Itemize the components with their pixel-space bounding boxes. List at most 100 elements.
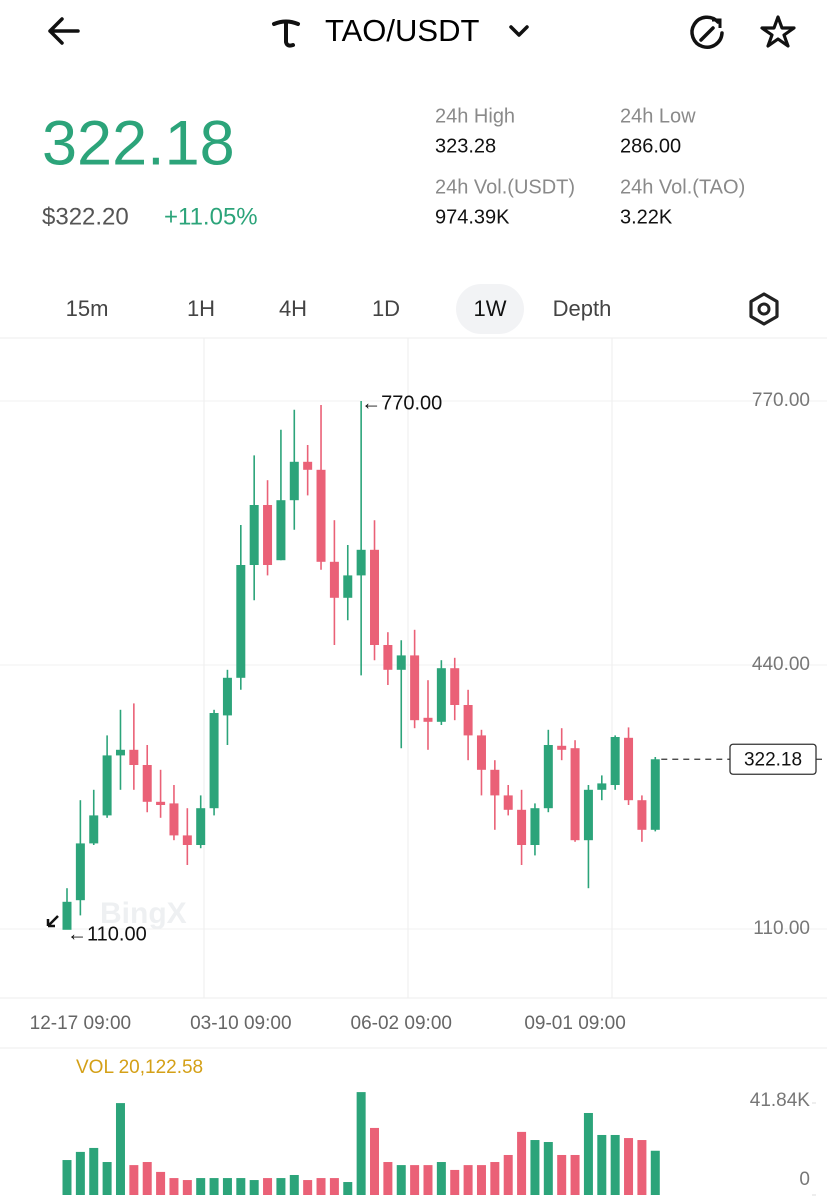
volume-bar [543,1142,553,1195]
candle-body [303,461,313,470]
candle-body [463,705,473,736]
tab[interactable]: 1D [372,296,400,321]
candle-body [396,655,406,670]
pair-dropdown[interactable] [509,25,529,37]
price-change: +11.05% [164,203,258,230]
stat-label: 24h Low [620,105,696,127]
volume-bar [289,1174,299,1195]
last-price: 322.18 [42,109,235,179]
candle-body [583,789,593,841]
volume-bar [276,1178,286,1195]
refresh-button[interactable] [690,15,724,49]
volume-bar [169,1178,179,1195]
candle-body [557,745,567,750]
volume-bar [236,1178,246,1195]
y-tick-label: 110.00 [753,918,810,939]
x-tick-label: 03-10 09:00 [190,1013,291,1034]
volume-bar [423,1165,433,1195]
candle-body [263,505,273,565]
stat-value: 286.00 [620,135,681,157]
active-tab-bg[interactable] [456,284,524,334]
volume-bar [329,1178,339,1195]
volume-tick-label: 41.84K [750,1090,811,1111]
candle-body [356,549,366,576]
volume-bar [610,1134,620,1195]
expand-icon[interactable] [46,915,59,928]
pair-title[interactable]: TAO/USDT [325,13,479,48]
volume-bar [463,1165,473,1195]
x-tick-label: 09-01 09:00 [524,1013,625,1034]
volume-bar [490,1162,500,1195]
candle-body [276,500,286,561]
settings-icon[interactable] [749,292,779,326]
back-arrow[interactable] [48,17,80,45]
candle-body [289,461,299,501]
candle-body [75,843,85,901]
candle-body [102,755,112,816]
volume-bar [517,1131,527,1195]
candle-body [209,713,219,809]
tab[interactable]: 4H [279,296,307,321]
tab[interactable]: 15m [66,296,109,321]
volume-bar [583,1112,593,1195]
favorite-star[interactable] [760,15,796,48]
refresh-hand[interactable] [699,26,715,42]
candle-body [490,769,500,796]
volume-bar [503,1154,513,1195]
stat-label: 24h Vol.(USDT) [435,176,575,198]
candle-body [115,749,125,756]
candle-body [129,749,139,765]
tab[interactable]: 1H [187,296,215,321]
volume-bar [624,1138,634,1195]
chart-settings[interactable] [749,292,779,326]
candle-body [196,808,206,845]
stat-value: 3.22K [620,206,673,228]
volume-bar [570,1154,580,1195]
candle-body [142,765,152,802]
candle-body [89,815,99,844]
back-button[interactable] [48,17,80,45]
volume-bar [316,1178,326,1195]
volume-bar [196,1178,206,1195]
tao-logo [272,19,300,48]
volume-tick-label: 0 [799,1169,810,1190]
refresh-arrow[interactable] [712,18,722,28]
volume-bar [370,1127,380,1195]
candle-body [156,801,166,805]
candle-body [343,575,353,598]
volume-bar [263,1178,273,1195]
tab[interactable]: 1W [474,296,507,321]
candle-body [62,901,72,930]
volume-bar [436,1162,446,1195]
volume-bar [343,1182,353,1195]
candle-body [450,668,460,705]
volume-label: VOL 20,122.58 [76,1057,203,1078]
volume-bar [476,1165,486,1195]
volume-bar [396,1165,406,1195]
candle-body [329,561,339,598]
volume-bar [450,1169,460,1195]
volume-bar [557,1154,567,1195]
last-price-box [729,743,817,775]
volume-bar [75,1151,85,1195]
high-label: ←770.00 [361,392,442,414]
volume-bar [597,1134,607,1195]
settings-dot[interactable] [757,302,771,316]
candle-body [436,668,446,722]
candle-body [410,655,420,721]
tab[interactable]: Depth [553,296,612,321]
candle-body [570,748,580,841]
candle-body [169,803,179,836]
volume-bar [182,1180,192,1195]
candle-body [517,809,527,845]
volume-bar [637,1140,647,1195]
volume-bar [249,1180,259,1195]
low-label: ←110.00 [67,923,147,945]
stat-label: 24h High [435,105,515,127]
x-tick-label: 06-02 09:00 [351,1013,452,1034]
volume-bar [530,1140,540,1195]
interval-tabs: 15m 1H 4H 1D 1W Depth [66,284,612,334]
candle-body [316,469,326,562]
refresh-icon[interactable] [690,15,724,49]
